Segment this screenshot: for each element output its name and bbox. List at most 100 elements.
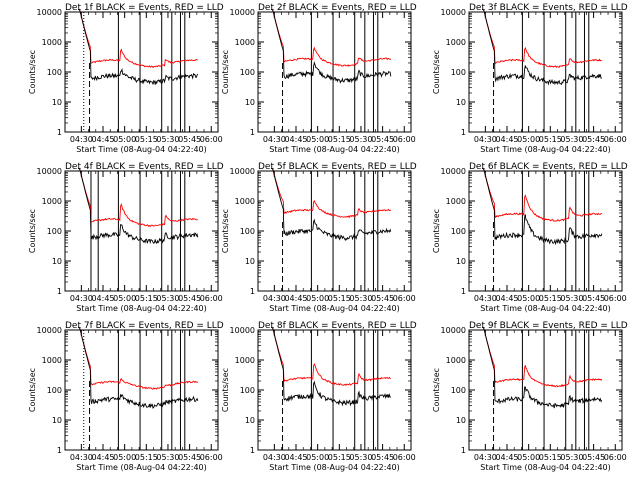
- y-tick-label: 100: [451, 386, 466, 395]
- plot-frame: [64, 11, 219, 133]
- x-tick-label: 04:30: [263, 294, 286, 303]
- x-tick-label: 05:00: [113, 453, 136, 462]
- x-axis-label: Start Time (08-Aug-04 04:22:40): [480, 463, 611, 472]
- x-tick-label: 05:00: [517, 294, 540, 303]
- lld-series-line: [78, 9, 198, 69]
- y-tick-label: 1: [250, 287, 255, 296]
- plot-frame: [257, 170, 412, 292]
- events-series-line: [482, 9, 602, 86]
- x-axis-label: Start Time (08-Aug-04 04:22:40): [480, 304, 611, 313]
- panel-det-5: Det 5f BLACK = Events, RED = LLD Counts/s…: [221, 162, 417, 313]
- x-tick-label: 05:45: [582, 294, 605, 303]
- x-tick-label: 05:45: [178, 453, 201, 462]
- x-tick-label: 05:30: [156, 135, 179, 144]
- panel-title: Det 3f BLACK = Events, RED = LLD: [469, 3, 628, 13]
- y-tick-label: 1000: [42, 356, 62, 365]
- events-series-line: [78, 9, 199, 85]
- events-series-line: [482, 327, 603, 409]
- lld-series-line: [271, 168, 392, 219]
- y-axis-label: Counts/sec: [432, 368, 441, 412]
- panel-title: Det 6f BLACK = Events, RED = LLD: [469, 162, 628, 172]
- x-tick-label: 05:15: [135, 135, 158, 144]
- x-tick-label: 05:15: [135, 294, 158, 303]
- y-tick-label: 1000: [446, 356, 466, 365]
- events-series-line: [271, 168, 392, 242]
- panel-title: Det 7f BLACK = Events, RED = LLD: [65, 321, 224, 331]
- x-tick-label: 04:30: [474, 135, 497, 144]
- y-tick-label: 10: [245, 98, 255, 107]
- y-tick-label: 10: [245, 416, 255, 425]
- x-axis-label: Start Time (08-Aug-04 04:22:40): [480, 145, 611, 154]
- x-axis-label: Start Time (08-Aug-04 04:22:40): [269, 145, 400, 154]
- x-tick-label: 05:45: [178, 135, 201, 144]
- panel-det-9: Det 9f BLACK = Events, RED = LLD Counts/s…: [432, 321, 628, 472]
- y-tick-label: 10: [245, 257, 255, 266]
- panel-title: Det 4f BLACK = Events, RED = LLD: [65, 162, 224, 172]
- y-tick-label: 10000: [230, 167, 255, 176]
- panel-title: Det 9f BLACK = Events, RED = LLD: [469, 321, 628, 331]
- y-tick-label: 100: [240, 386, 255, 395]
- y-tick-label: 100: [47, 68, 62, 77]
- lld-series-line: [78, 168, 198, 228]
- lld-series-line: [482, 168, 602, 222]
- y-tick-label: 10: [52, 257, 62, 266]
- y-tick-label: 100: [240, 227, 255, 236]
- plot-frame: [468, 329, 623, 451]
- x-tick-label: 05:30: [560, 135, 583, 144]
- plot-frame: [468, 170, 623, 292]
- x-tick-label: 04:30: [474, 453, 497, 462]
- x-tick-label: 06:00: [604, 294, 627, 303]
- y-axis-label: Counts/sec: [221, 209, 230, 253]
- y-tick-label: 100: [240, 68, 255, 77]
- events-series-line: [78, 168, 199, 245]
- x-tick-label: 05:30: [156, 453, 179, 462]
- x-tick-label: 05:30: [349, 135, 372, 144]
- x-tick-label: 04:30: [263, 135, 286, 144]
- x-tick-label: 05:45: [582, 453, 605, 462]
- lld-series-line: [78, 327, 199, 390]
- x-tick-label: 05:15: [539, 135, 562, 144]
- x-tick-label: 04:30: [263, 453, 286, 462]
- y-tick-label: 1: [461, 128, 466, 137]
- y-tick-label: 100: [451, 227, 466, 236]
- y-axis-label: Counts/sec: [432, 50, 441, 94]
- x-tick-label: 04:45: [284, 294, 307, 303]
- x-tick-label: 04:45: [495, 135, 518, 144]
- panel-title: Det 8f BLACK = Events, RED = LLD: [258, 321, 417, 331]
- x-tick-label: 05:45: [371, 453, 394, 462]
- x-tick-label: 04:45: [284, 453, 307, 462]
- y-tick-label: 10: [456, 416, 466, 425]
- x-tick-label: 05:15: [328, 294, 351, 303]
- panel-title: Det 1f BLACK = Events, RED = LLD: [65, 3, 224, 13]
- x-tick-label: 05:30: [560, 453, 583, 462]
- x-axis-label: Start Time (08-Aug-04 04:22:40): [76, 304, 207, 313]
- y-tick-label: 1000: [235, 197, 255, 206]
- y-tick-label: 10000: [441, 167, 466, 176]
- x-tick-label: 04:45: [495, 453, 518, 462]
- x-tick-label: 06:00: [393, 294, 416, 303]
- y-tick-label: 10000: [441, 326, 466, 335]
- panel-det-3: Det 3f BLACK = Events, RED = LLD Counts/s…: [432, 3, 628, 154]
- events-series-line: [271, 327, 391, 407]
- plot-frame: [64, 329, 219, 451]
- panel-det-4: Det 4f BLACK = Events, RED = LLD Counts/s…: [28, 162, 224, 313]
- x-tick-label: 05:30: [349, 294, 372, 303]
- y-tick-label: 1000: [235, 38, 255, 47]
- x-tick-label: 04:45: [91, 453, 114, 462]
- y-axis-label: Counts/sec: [221, 50, 230, 94]
- lld-series-line: [271, 327, 391, 387]
- x-tick-label: 05:15: [328, 135, 351, 144]
- x-axis-label: Start Time (08-Aug-04 04:22:40): [76, 463, 207, 472]
- x-tick-label: 05:00: [306, 453, 329, 462]
- panel-title: Det 2f BLACK = Events, RED = LLD: [258, 3, 417, 13]
- y-axis-label: Counts/sec: [28, 368, 37, 412]
- x-tick-label: 04:30: [474, 294, 497, 303]
- y-tick-label: 10000: [37, 167, 62, 176]
- y-tick-label: 1000: [42, 38, 62, 47]
- events-series-line: [482, 168, 603, 246]
- lld-series-line: [482, 327, 603, 388]
- y-tick-label: 10000: [230, 8, 255, 17]
- x-tick-label: 04:30: [70, 135, 93, 144]
- x-tick-label: 05:15: [328, 453, 351, 462]
